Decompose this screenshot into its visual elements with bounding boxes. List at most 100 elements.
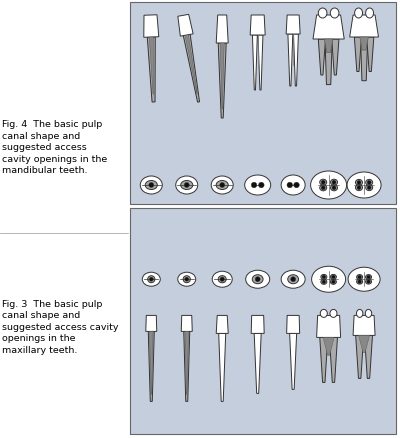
Ellipse shape	[183, 276, 190, 283]
Ellipse shape	[320, 185, 327, 191]
Ellipse shape	[330, 274, 336, 279]
Polygon shape	[148, 332, 154, 401]
Circle shape	[294, 182, 299, 188]
Polygon shape	[286, 15, 300, 34]
Ellipse shape	[318, 8, 327, 18]
Ellipse shape	[321, 274, 327, 279]
Ellipse shape	[330, 185, 338, 191]
Polygon shape	[218, 43, 226, 118]
Circle shape	[367, 275, 370, 279]
Bar	[130, 208, 396, 434]
Polygon shape	[294, 34, 298, 86]
Ellipse shape	[320, 179, 327, 185]
Circle shape	[322, 275, 326, 279]
Ellipse shape	[281, 270, 305, 288]
Polygon shape	[360, 37, 368, 50]
Ellipse shape	[356, 184, 362, 191]
Ellipse shape	[366, 275, 372, 279]
Polygon shape	[290, 333, 297, 389]
Ellipse shape	[252, 275, 263, 284]
Circle shape	[357, 180, 361, 184]
Circle shape	[367, 186, 371, 190]
Ellipse shape	[281, 175, 305, 195]
Ellipse shape	[366, 184, 373, 191]
Circle shape	[185, 277, 189, 281]
Ellipse shape	[288, 275, 298, 284]
Polygon shape	[250, 15, 265, 35]
Circle shape	[149, 183, 154, 187]
Polygon shape	[185, 332, 188, 394]
Ellipse shape	[142, 272, 160, 286]
Polygon shape	[252, 35, 257, 90]
Ellipse shape	[212, 271, 232, 287]
Circle shape	[358, 275, 362, 279]
Bar	[130, 2, 396, 204]
Polygon shape	[287, 315, 300, 333]
Polygon shape	[147, 37, 155, 102]
Polygon shape	[185, 35, 197, 94]
Ellipse shape	[216, 180, 228, 190]
Ellipse shape	[246, 270, 270, 288]
Ellipse shape	[145, 180, 157, 190]
Ellipse shape	[176, 176, 198, 194]
Ellipse shape	[366, 279, 372, 284]
Ellipse shape	[348, 267, 380, 291]
Polygon shape	[144, 15, 159, 37]
Circle shape	[357, 186, 361, 190]
Circle shape	[255, 277, 260, 282]
Ellipse shape	[312, 266, 346, 292]
Polygon shape	[313, 15, 344, 39]
Ellipse shape	[330, 179, 338, 185]
Polygon shape	[330, 337, 338, 382]
Polygon shape	[320, 337, 328, 382]
Polygon shape	[358, 336, 370, 353]
Circle shape	[220, 277, 224, 282]
Polygon shape	[317, 315, 341, 337]
Circle shape	[184, 183, 189, 187]
Circle shape	[322, 280, 326, 284]
Ellipse shape	[211, 176, 233, 194]
Ellipse shape	[365, 309, 372, 318]
Polygon shape	[150, 332, 153, 394]
Ellipse shape	[148, 276, 155, 283]
Ellipse shape	[311, 171, 347, 199]
Polygon shape	[325, 39, 332, 85]
Ellipse shape	[218, 276, 226, 283]
Polygon shape	[216, 15, 228, 43]
Polygon shape	[251, 315, 264, 333]
Ellipse shape	[355, 8, 362, 18]
Ellipse shape	[356, 180, 362, 185]
Circle shape	[149, 277, 153, 281]
Ellipse shape	[366, 180, 373, 185]
Circle shape	[367, 180, 371, 184]
Circle shape	[291, 277, 296, 282]
Circle shape	[358, 280, 362, 283]
Circle shape	[258, 182, 264, 188]
Ellipse shape	[356, 309, 363, 318]
Text: Fig. 3  The basic pulp
canal shape and
suggested access cavity
openings in the
m: Fig. 3 The basic pulp canal shape and su…	[2, 300, 118, 355]
Ellipse shape	[330, 279, 336, 284]
Ellipse shape	[330, 309, 337, 318]
Polygon shape	[220, 43, 224, 109]
Circle shape	[220, 183, 225, 187]
Circle shape	[332, 186, 336, 190]
Polygon shape	[178, 14, 193, 36]
Polygon shape	[324, 39, 333, 53]
Polygon shape	[288, 34, 293, 86]
Polygon shape	[323, 337, 334, 355]
Polygon shape	[360, 37, 368, 81]
Polygon shape	[149, 37, 154, 94]
Circle shape	[332, 280, 335, 284]
Polygon shape	[184, 332, 190, 401]
Ellipse shape	[366, 8, 374, 18]
Polygon shape	[216, 315, 228, 333]
Ellipse shape	[245, 175, 271, 195]
Ellipse shape	[320, 309, 327, 318]
Circle shape	[367, 280, 370, 283]
Ellipse shape	[357, 275, 363, 279]
Polygon shape	[183, 35, 200, 102]
Polygon shape	[181, 315, 192, 332]
Ellipse shape	[178, 272, 196, 286]
Polygon shape	[254, 333, 261, 393]
Text: Fig. 4  The basic pulp
canal shape and
suggested access
cavity openings in the
m: Fig. 4 The basic pulp canal shape and su…	[2, 120, 107, 175]
